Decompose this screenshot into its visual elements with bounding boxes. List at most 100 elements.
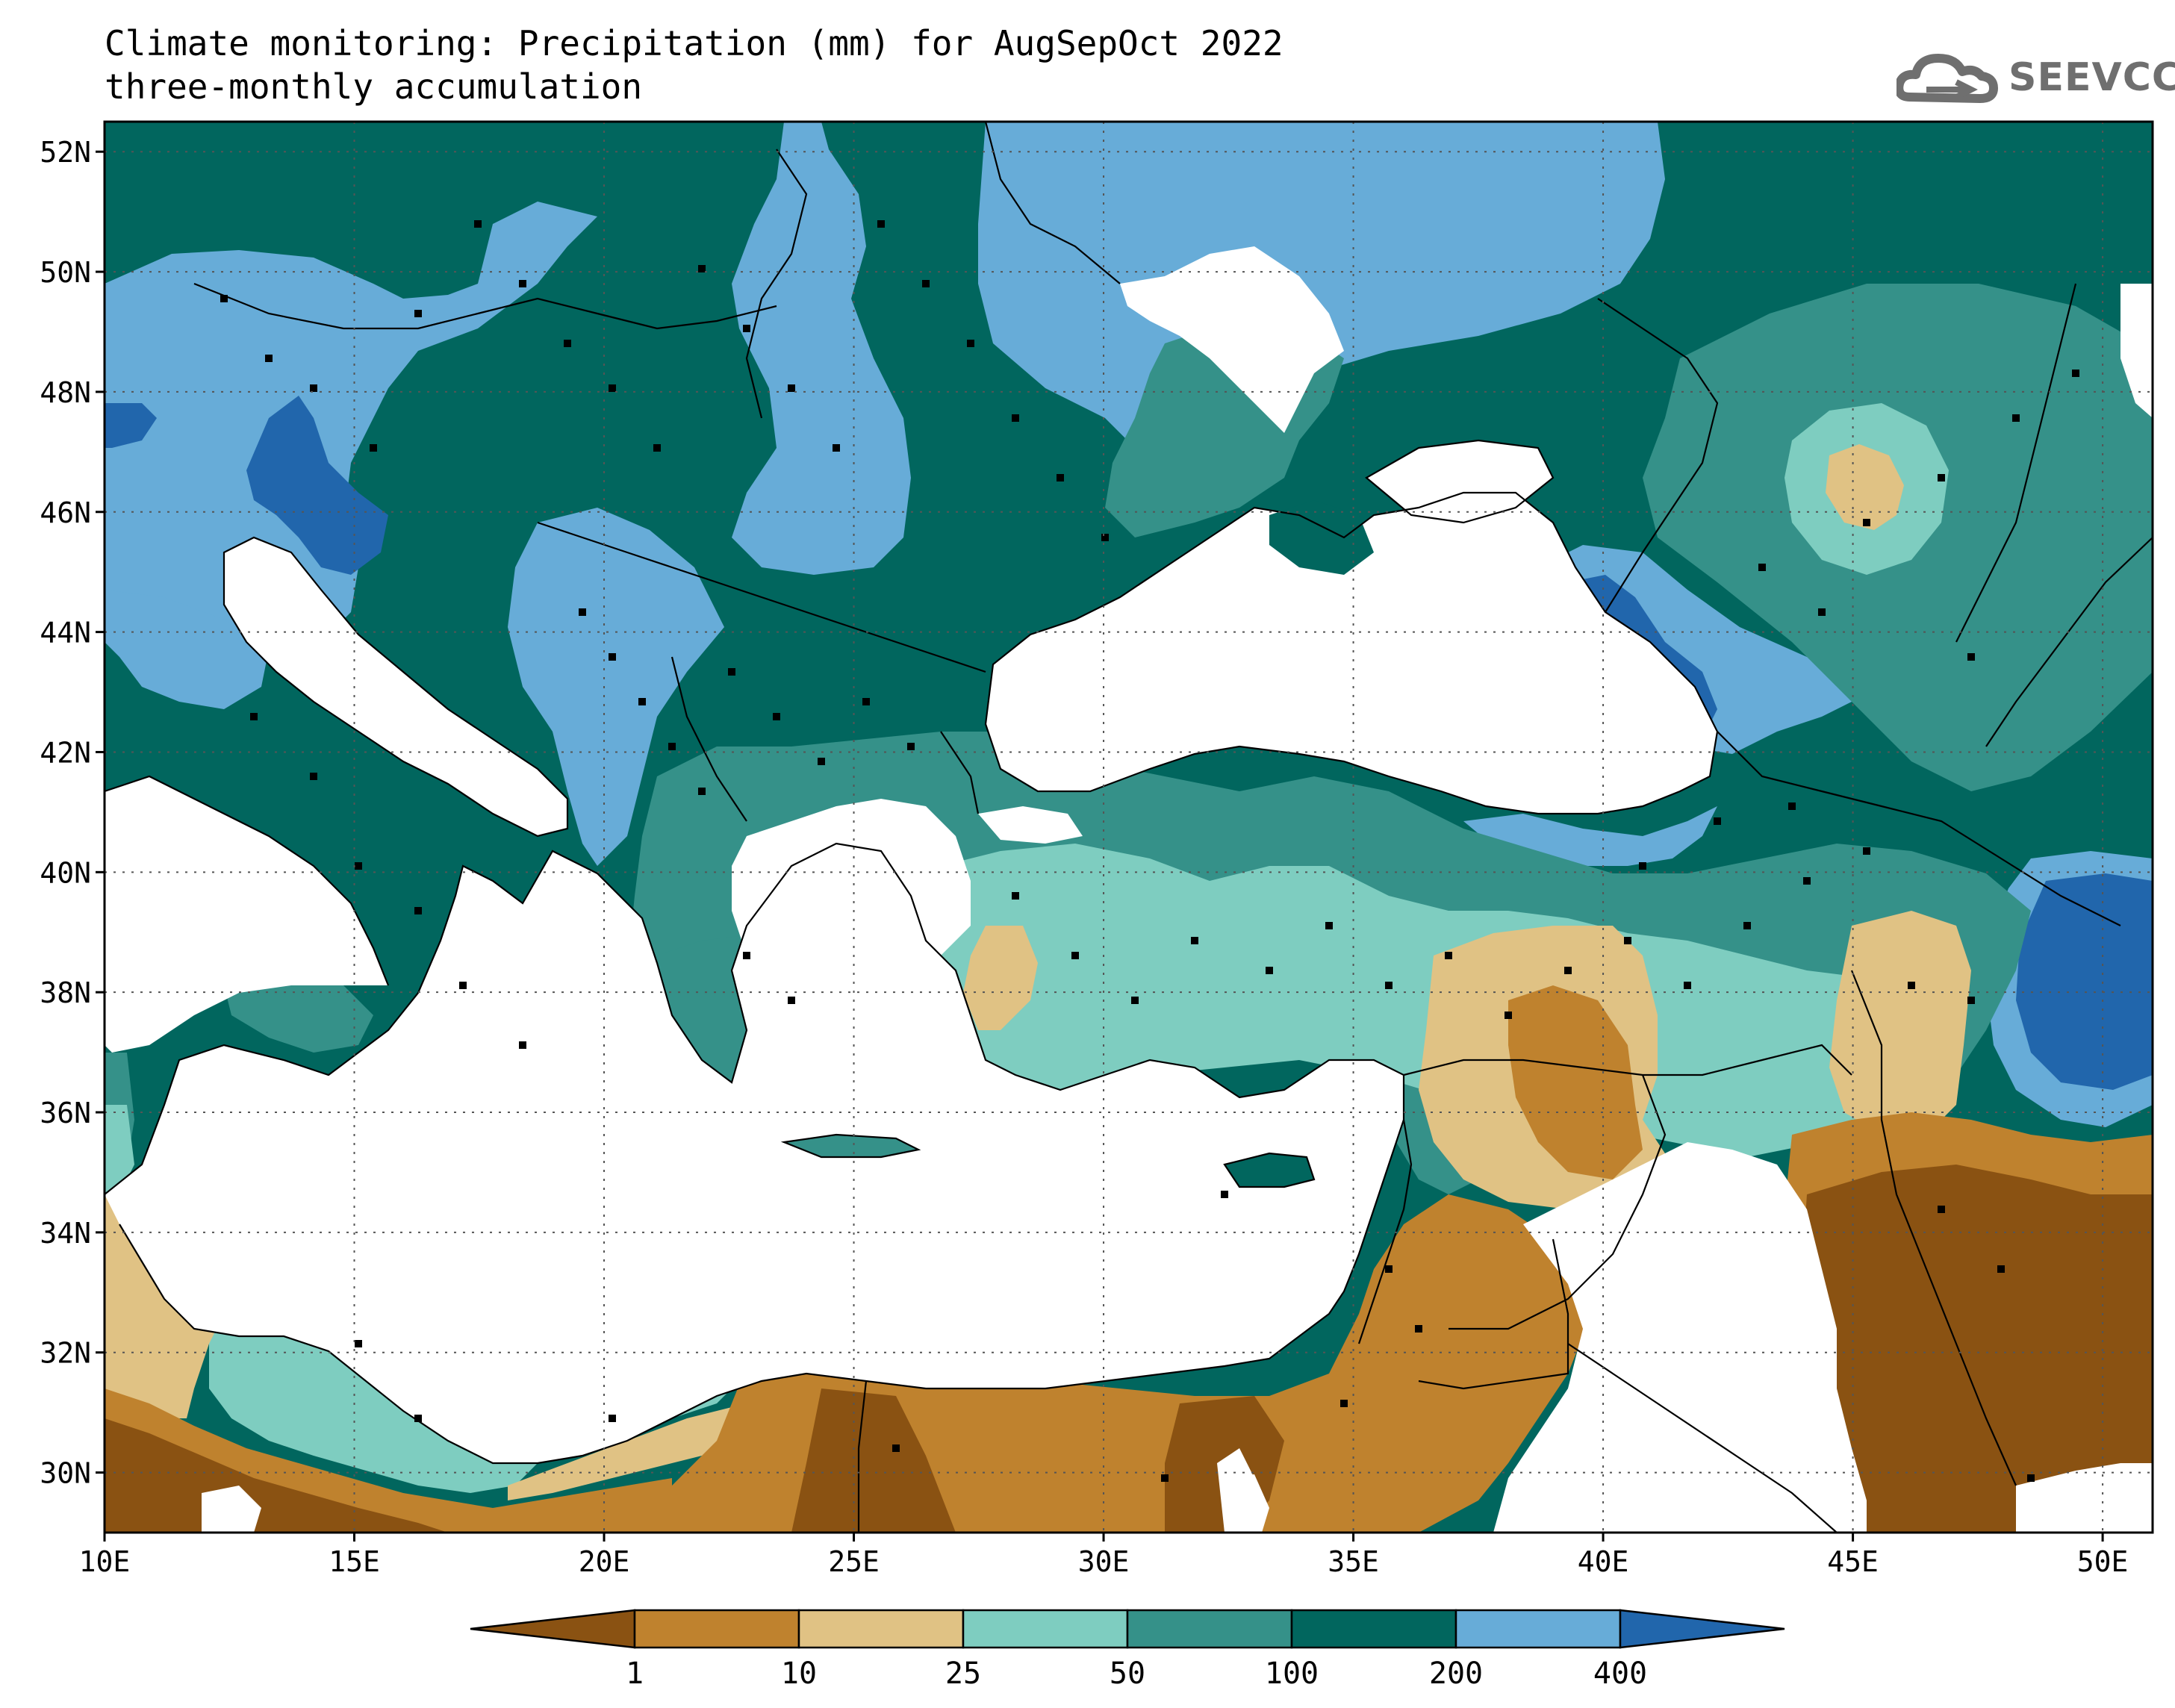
field-over-400-zagros bbox=[2016, 873, 2153, 1090]
legend-swatch bbox=[1290, 1609, 1457, 1649]
station-marker bbox=[1012, 892, 1019, 900]
gridlines bbox=[105, 122, 2153, 1533]
station-marker bbox=[310, 773, 317, 780]
station-marker bbox=[220, 295, 228, 302]
sea-of-azov bbox=[1366, 440, 1553, 523]
station-marker bbox=[564, 340, 571, 347]
black-sea bbox=[986, 493, 1717, 814]
station-marker bbox=[265, 355, 273, 362]
station-marker bbox=[1997, 1265, 2005, 1273]
station-marker bbox=[1908, 982, 1915, 989]
station-marker bbox=[1221, 1191, 1228, 1198]
lat-tick-label: 48N bbox=[40, 376, 91, 409]
map-frame bbox=[103, 120, 2154, 1534]
station-marker bbox=[1863, 847, 1870, 855]
station-marker bbox=[728, 668, 735, 676]
lat-tick-label: 52N bbox=[40, 136, 91, 169]
cyprus-island bbox=[1225, 1153, 1314, 1187]
legend-swatch bbox=[1126, 1609, 1293, 1649]
station-marker bbox=[967, 340, 974, 347]
legend-swatch bbox=[1454, 1609, 1622, 1649]
station-marker bbox=[474, 220, 482, 228]
station-marker bbox=[1012, 414, 1019, 422]
station-marker bbox=[833, 444, 840, 452]
lon-tick-label: 40E bbox=[1578, 1545, 1629, 1578]
field-200-400-italy bbox=[105, 590, 269, 709]
station-marker bbox=[355, 1340, 362, 1347]
station-marker bbox=[310, 384, 317, 392]
lat-tick-label: 38N bbox=[40, 976, 91, 1009]
caspian-edge bbox=[2120, 284, 2153, 418]
lon-tick-label: 10E bbox=[79, 1545, 131, 1578]
colorbar-legend: 1 10 25 50 100 200 400 bbox=[470, 1609, 1785, 1691]
lat-tick-label: 40N bbox=[40, 856, 91, 889]
legend-label: 100 bbox=[1265, 1656, 1319, 1691]
precipitation-field bbox=[105, 122, 2153, 1533]
field-10-25-aegean bbox=[963, 926, 1038, 1030]
legend-swatch bbox=[633, 1609, 800, 1649]
station-marker bbox=[1161, 1474, 1169, 1482]
station-marker bbox=[1818, 608, 1826, 616]
station-marker bbox=[653, 444, 661, 452]
station-marker bbox=[862, 698, 870, 705]
station-marker bbox=[1803, 877, 1811, 885]
legend-swatch-under bbox=[470, 1609, 636, 1649]
field-under-1-egypt bbox=[791, 1388, 956, 1533]
legend-label: 400 bbox=[1593, 1656, 1647, 1691]
station-marker bbox=[1938, 474, 1945, 481]
station-marker bbox=[1415, 1325, 1422, 1333]
station-marker bbox=[609, 653, 616, 661]
station-marker bbox=[698, 265, 706, 272]
crete-island bbox=[784, 1135, 918, 1157]
station-marker bbox=[519, 280, 526, 287]
station-marker bbox=[1131, 997, 1139, 1004]
station-marker bbox=[743, 952, 750, 959]
field-25-50-westedge bbox=[105, 1105, 134, 1194]
logo-text: SEEVCCC bbox=[2008, 55, 2175, 100]
station-marker bbox=[1743, 922, 1751, 929]
lon-tick-label: 20E bbox=[579, 1545, 630, 1578]
station-marker bbox=[1266, 967, 1273, 974]
legend-swatch bbox=[962, 1609, 1129, 1649]
longitude-axis: 10E 15E 20E 25E 30E 35E 40E 45E 50E bbox=[79, 1533, 2128, 1578]
station-marker bbox=[638, 698, 646, 705]
tyrrhenian-sea bbox=[105, 776, 388, 1053]
station-marker bbox=[414, 310, 422, 317]
no-data-arabia bbox=[1493, 1142, 1867, 1533]
station-marker bbox=[1564, 967, 1572, 974]
station-marker bbox=[1714, 817, 1721, 825]
marmara-sea bbox=[978, 806, 1083, 844]
station-marker bbox=[250, 713, 258, 720]
station-marker bbox=[2027, 1474, 2035, 1482]
station-marker bbox=[609, 384, 616, 392]
station-marker bbox=[1385, 982, 1393, 989]
station-marker bbox=[414, 907, 422, 914]
field-10-25-coast bbox=[508, 1396, 777, 1500]
persian-gulf bbox=[2016, 1463, 2153, 1533]
station-marker bbox=[1445, 952, 1452, 959]
lat-tick-label: 34N bbox=[40, 1217, 91, 1250]
station-marker bbox=[519, 1041, 526, 1049]
field-1-10-syria bbox=[1508, 985, 1643, 1179]
legend-label: 25 bbox=[945, 1656, 981, 1691]
lat-tick-label: 36N bbox=[40, 1097, 91, 1129]
station-marker bbox=[922, 280, 930, 287]
station-marker bbox=[355, 862, 362, 870]
field-10-25-iraq bbox=[1829, 911, 1971, 1135]
crimea bbox=[1269, 500, 1374, 575]
station-marker bbox=[788, 384, 795, 392]
no-data-sinai bbox=[1225, 1474, 1269, 1533]
lat-tick-label: 30N bbox=[40, 1457, 91, 1490]
station-marker bbox=[698, 788, 706, 795]
station-marker bbox=[609, 1415, 616, 1422]
station-marker bbox=[788, 997, 795, 1004]
no-data-belarus bbox=[1120, 246, 1344, 433]
borders bbox=[105, 122, 2153, 1533]
field-under-1-iraq bbox=[1799, 1165, 2153, 1533]
station-marker bbox=[743, 325, 750, 332]
station-marker bbox=[773, 713, 780, 720]
cloud-icon bbox=[1894, 54, 1998, 103]
station-marker bbox=[1385, 1265, 1393, 1273]
field-200-400-west bbox=[105, 202, 597, 657]
